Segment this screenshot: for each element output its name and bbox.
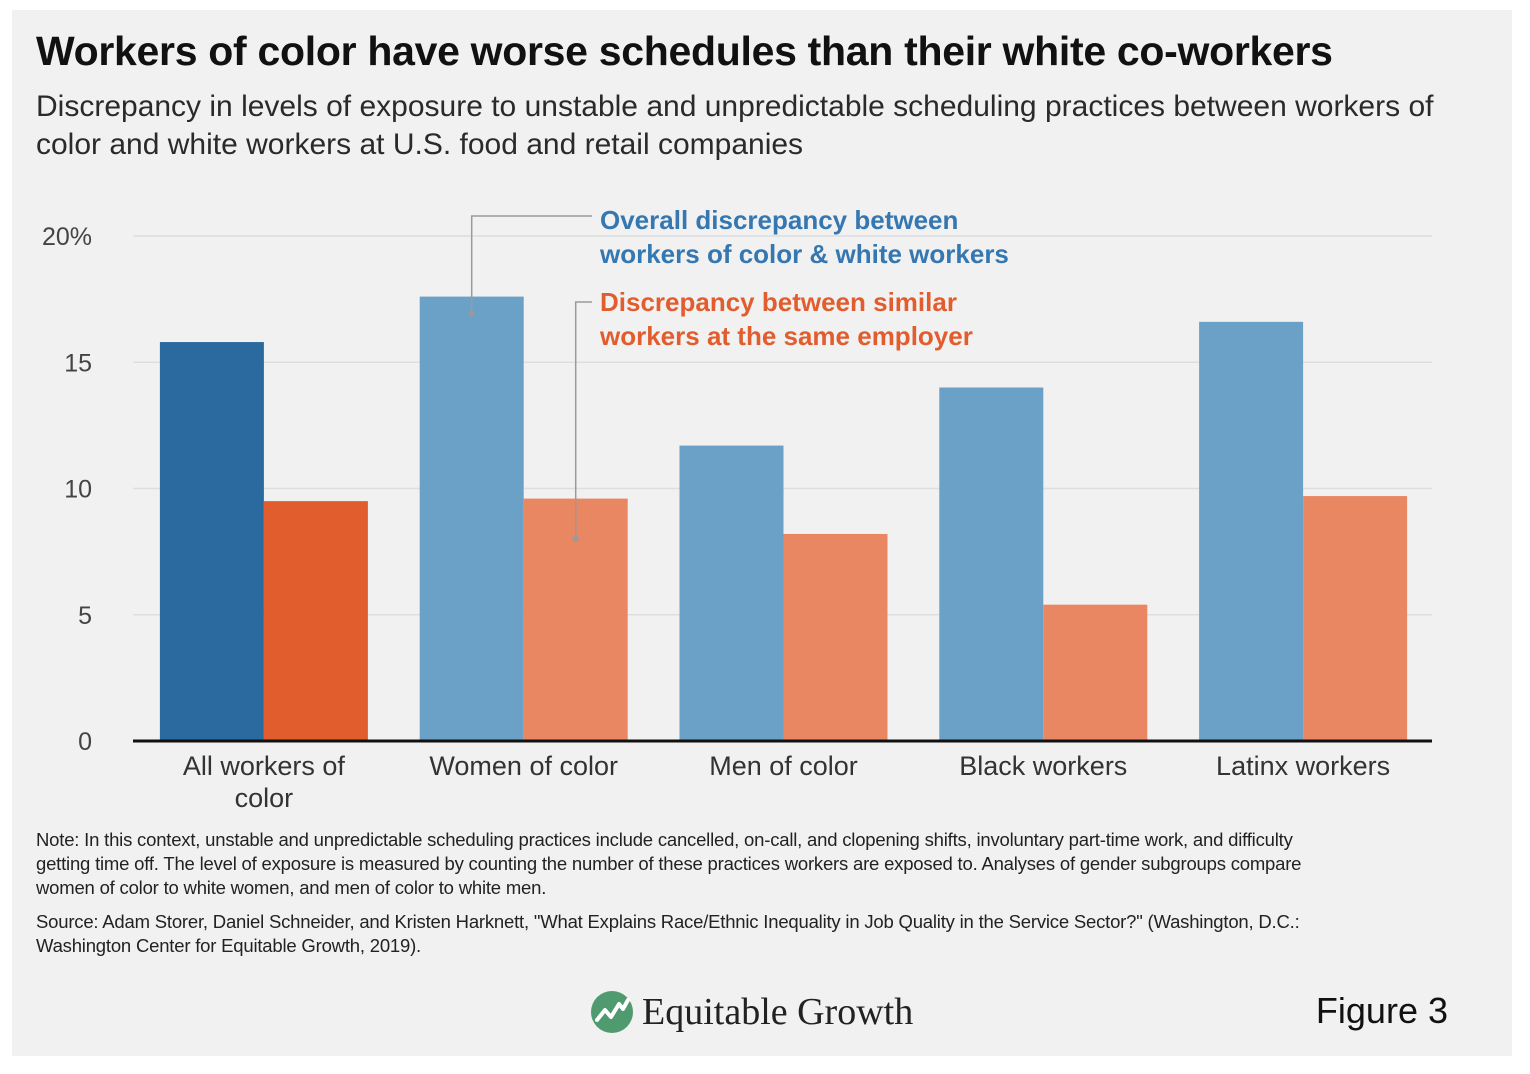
legend-same-employer-text: Discrepancy between similar	[600, 287, 957, 317]
leader-line-overall	[470, 215, 592, 314]
bar-same-employer	[1303, 496, 1408, 741]
x-tick-label: Men of color	[709, 751, 858, 781]
brand: Equitable Growth	[590, 990, 913, 1034]
x-tick-label: All workers of	[183, 751, 346, 781]
x-tick-label: Black workers	[959, 751, 1127, 781]
bar-overall	[159, 342, 264, 741]
bar-overall	[419, 296, 524, 741]
leader-line-same-employer	[574, 301, 592, 539]
y-tick-label: 10	[64, 476, 92, 504]
bar-same-employer	[783, 533, 888, 741]
leader-dot-same-employer	[572, 535, 579, 542]
bars	[159, 296, 1408, 741]
bar-overall	[1199, 321, 1304, 741]
equitable-growth-logo-icon	[591, 991, 633, 1033]
x-tick-label: color	[235, 783, 294, 813]
bar-same-employer	[1043, 604, 1148, 741]
y-tick-label: 0	[78, 728, 92, 756]
y-tick-label: 20%	[42, 223, 92, 251]
chart-source: Source: Adam Storer, Daniel Schneider, a…	[36, 911, 1300, 956]
chart-title: Workers of color have worse schedules th…	[36, 28, 1333, 74]
x-tick-label: Women of color	[429, 751, 618, 781]
y-tick-label: 5	[78, 602, 92, 630]
y-axis-ticks: 0 5 10 15 20%	[42, 223, 92, 756]
y-tick-label: 15	[64, 349, 92, 377]
brand-name: Equitable Growth	[642, 991, 914, 1033]
legend-overall-text: Overall discrepancy between	[600, 205, 958, 235]
bar-overall	[679, 445, 784, 741]
legend-same-employer-text: workers at the same employer	[599, 321, 973, 351]
figure-label: Figure 3	[1315, 990, 1448, 1031]
bar-same-employer	[263, 501, 368, 741]
bar-overall	[939, 387, 1044, 741]
leader-dot-overall	[468, 310, 475, 317]
legend-overall-text: workers of color & white workers	[599, 239, 1009, 269]
chart-note: Note: In this context, unstable and unpr…	[36, 829, 1302, 898]
legend-annotations: Overall discrepancy between workers of co…	[468, 205, 1009, 542]
chart-subtitle: Discrepancy in levels of exposure to uns…	[36, 90, 1434, 161]
x-tick-label: Latinx workers	[1216, 751, 1390, 781]
